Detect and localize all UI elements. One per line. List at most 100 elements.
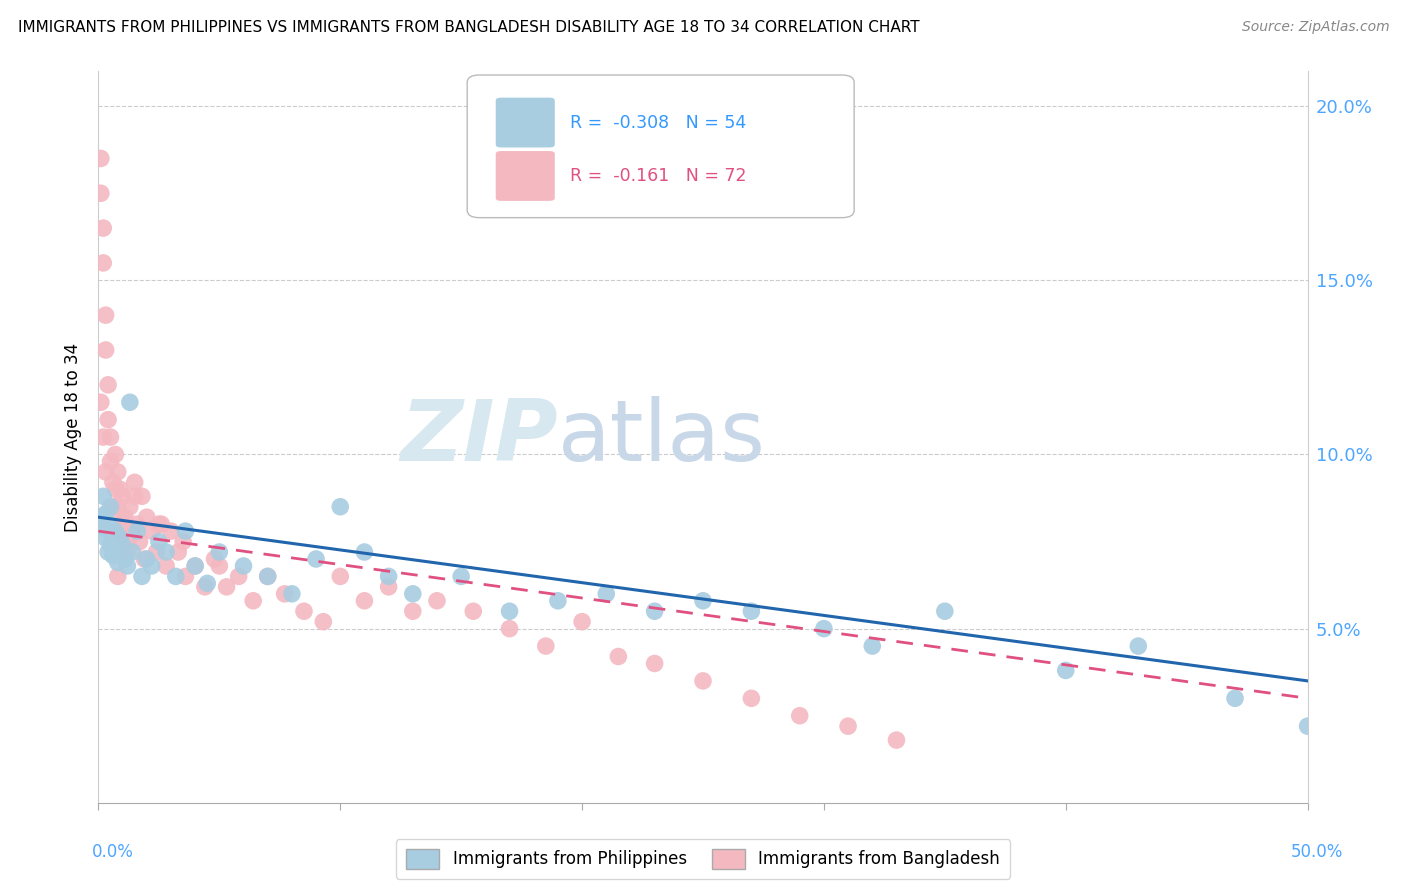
Point: [124, 489, 146, 503]
Point: [886, 733, 908, 747]
Point: [934, 604, 956, 618]
Point: [174, 524, 197, 538]
Point: [101, 549, 124, 563]
Point: [90, 152, 112, 166]
Point: [450, 569, 472, 583]
Point: [312, 615, 335, 629]
Point: [256, 569, 278, 583]
Point: [134, 552, 156, 566]
Point: [607, 649, 630, 664]
Point: [104, 524, 127, 538]
Point: [402, 587, 425, 601]
Point: [124, 475, 146, 490]
Point: [534, 639, 557, 653]
Point: [104, 534, 127, 549]
Point: [292, 604, 315, 618]
Point: [104, 448, 127, 462]
Point: [135, 552, 157, 566]
Point: [101, 475, 124, 490]
Point: [94, 531, 117, 545]
Legend: Immigrants from Philippines, Immigrants from Bangladesh: Immigrants from Philippines, Immigrants …: [396, 839, 1010, 879]
Point: [194, 580, 217, 594]
Point: [107, 465, 129, 479]
Text: 50.0%: 50.0%: [1291, 843, 1343, 861]
Point: [97, 517, 120, 532]
Point: [118, 395, 141, 409]
Point: [172, 534, 194, 549]
Point: [111, 538, 134, 552]
Point: [91, 256, 114, 270]
Point: [281, 587, 304, 601]
Point: [107, 556, 129, 570]
Point: [127, 517, 149, 532]
Point: [377, 580, 399, 594]
Point: [353, 594, 375, 608]
Point: [256, 569, 278, 583]
Point: [91, 521, 114, 535]
Point: [104, 483, 127, 497]
Point: [165, 569, 187, 583]
Point: [131, 489, 153, 503]
Point: [184, 558, 207, 573]
Point: [118, 500, 141, 514]
FancyBboxPatch shape: [495, 97, 555, 148]
Point: [160, 524, 183, 538]
Point: [426, 594, 449, 608]
Point: [117, 545, 139, 559]
Point: [97, 412, 120, 426]
Point: [121, 524, 143, 538]
Text: Source: ZipAtlas.com: Source: ZipAtlas.com: [1241, 20, 1389, 34]
Point: [377, 569, 399, 583]
Point: [571, 615, 593, 629]
Point: [135, 510, 157, 524]
Point: [101, 500, 124, 514]
Point: [463, 604, 485, 618]
Point: [305, 552, 328, 566]
Point: [90, 395, 112, 409]
Point: [101, 527, 124, 541]
Point: [547, 594, 569, 608]
Text: IMMIGRANTS FROM PHILIPPINES VS IMMIGRANTS FROM BANGLADESH DISABILITY AGE 18 TO 3: IMMIGRANTS FROM PHILIPPINES VS IMMIGRANT…: [18, 20, 920, 35]
FancyBboxPatch shape: [467, 75, 855, 218]
Point: [837, 719, 859, 733]
Point: [100, 430, 122, 444]
Point: [141, 524, 163, 538]
Point: [498, 622, 520, 636]
Point: [141, 558, 163, 573]
Point: [353, 545, 375, 559]
Point: [127, 524, 149, 538]
Point: [91, 430, 114, 444]
Point: [111, 489, 134, 503]
Point: [228, 569, 250, 583]
Point: [128, 534, 150, 549]
Point: [94, 343, 117, 357]
Point: [740, 691, 762, 706]
Point: [107, 569, 129, 583]
Point: [1223, 691, 1246, 706]
Point: [121, 545, 143, 559]
Point: [114, 510, 136, 524]
Point: [167, 545, 190, 559]
Point: [204, 552, 226, 566]
Point: [111, 510, 134, 524]
Point: [184, 558, 207, 573]
Point: [90, 510, 112, 524]
Text: R =  -0.308   N = 54: R = -0.308 N = 54: [569, 113, 747, 131]
Point: [94, 507, 117, 521]
Point: [91, 489, 114, 503]
Point: [108, 531, 131, 545]
Text: 0.0%: 0.0%: [91, 843, 134, 861]
Point: [740, 604, 762, 618]
Point: [789, 708, 811, 723]
Y-axis label: Disability Age 18 to 34: Disability Age 18 to 34: [65, 343, 83, 532]
Point: [329, 569, 352, 583]
Text: ZIP: ZIP: [401, 395, 558, 479]
Point: [242, 594, 264, 608]
Point: [148, 517, 170, 532]
Point: [215, 580, 238, 594]
Point: [692, 673, 714, 688]
Text: atlas: atlas: [558, 395, 766, 479]
Point: [97, 377, 120, 392]
Point: [1128, 639, 1150, 653]
Text: R =  -0.161   N = 72: R = -0.161 N = 72: [569, 167, 747, 185]
